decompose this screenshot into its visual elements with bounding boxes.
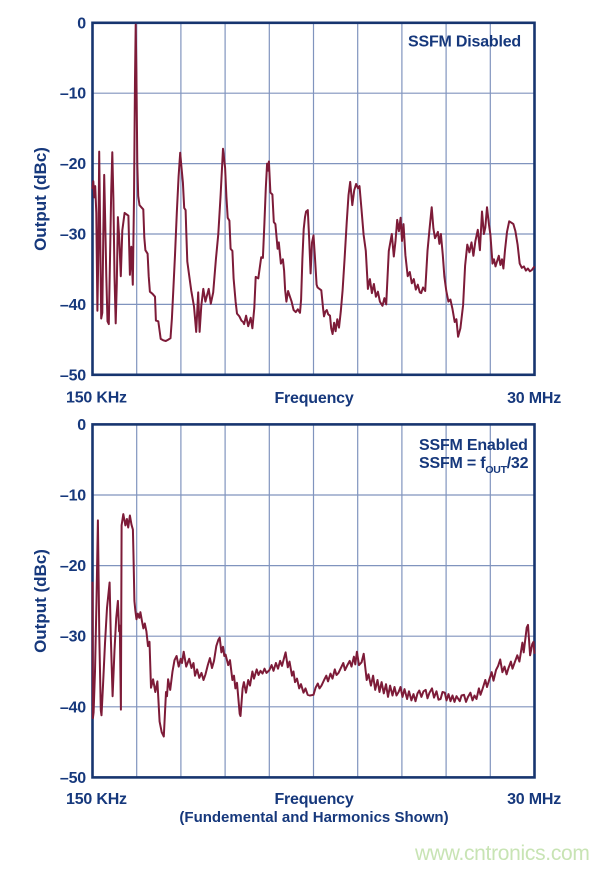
svg-text:Frequency: Frequency	[274, 390, 353, 407]
svg-text:–40: –40	[60, 699, 86, 716]
svg-text:150 KHz: 150 KHz	[66, 390, 127, 407]
svg-text:0: 0	[77, 417, 86, 434]
svg-text:–30: –30	[60, 227, 86, 244]
svg-text:Output (dBc): Output (dBc)	[31, 147, 50, 251]
svg-text:–10: –10	[60, 86, 86, 103]
svg-text:–50: –50	[60, 367, 86, 384]
svg-text:–10: –10	[60, 488, 86, 505]
svg-text:www.cntronics.com: www.cntronics.com	[414, 842, 590, 865]
svg-text:–20: –20	[60, 156, 86, 173]
svg-text:0: 0	[77, 15, 86, 32]
svg-text:150 KHz: 150 KHz	[66, 791, 127, 808]
svg-text:–30: –30	[60, 629, 86, 646]
svg-text:Frequency: Frequency	[274, 791, 353, 808]
svg-text:SSFM Enabled: SSFM Enabled	[419, 437, 528, 454]
svg-text:–50: –50	[60, 770, 86, 787]
svg-text:–40: –40	[60, 297, 86, 314]
svg-text:Output (dBc): Output (dBc)	[31, 549, 50, 653]
svg-text:–20: –20	[60, 558, 86, 575]
svg-text:30 MHz: 30 MHz	[507, 791, 561, 808]
svg-text:(Fundemental and Harmonics Sho: (Fundemental and Harmonics Shown)	[179, 809, 448, 826]
svg-text:SSFM Disabled: SSFM Disabled	[408, 34, 521, 51]
svg-text:30 MHz: 30 MHz	[507, 390, 561, 407]
